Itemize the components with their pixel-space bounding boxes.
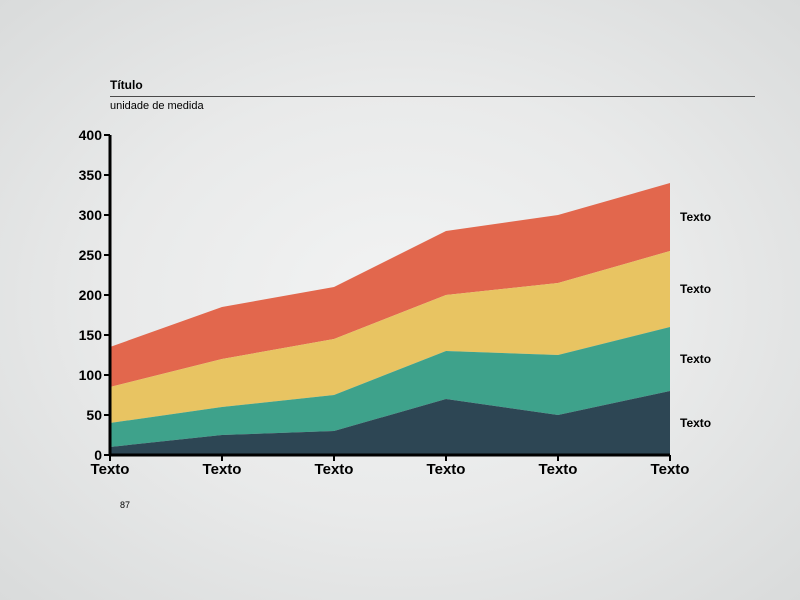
- series-label: Texto: [680, 282, 711, 296]
- x-tick-label: Texto: [651, 461, 690, 478]
- chart-subtitle: unidade de medida: [110, 100, 755, 112]
- y-tick-label: 300: [79, 207, 102, 223]
- y-tick-label: 100: [79, 367, 102, 383]
- x-tick-label: Texto: [539, 461, 578, 478]
- y-tick-label: 150: [79, 327, 102, 343]
- series-label: Texto: [680, 416, 711, 430]
- chart-header: Título unidade de medida: [110, 78, 755, 112]
- x-tick-label: Texto: [203, 461, 242, 478]
- y-tick-label: 400: [79, 127, 102, 143]
- y-tick-label: 250: [79, 247, 102, 263]
- series-label: Texto: [680, 352, 711, 366]
- page-number: 87: [120, 500, 130, 510]
- series-label: Texto: [680, 210, 711, 224]
- header-divider: [110, 96, 755, 97]
- chart-svg: [110, 135, 670, 455]
- chart-title: Título: [110, 78, 755, 92]
- x-tick-label: Texto: [91, 461, 130, 478]
- x-tick-label: Texto: [427, 461, 466, 478]
- stacked-area-chart: 050100150200250300350400TextoTextoTextoT…: [110, 135, 670, 455]
- y-tick-label: 350: [79, 167, 102, 183]
- x-tick-label: Texto: [315, 461, 354, 478]
- y-tick-label: 50: [86, 407, 102, 423]
- y-tick-label: 200: [79, 287, 102, 303]
